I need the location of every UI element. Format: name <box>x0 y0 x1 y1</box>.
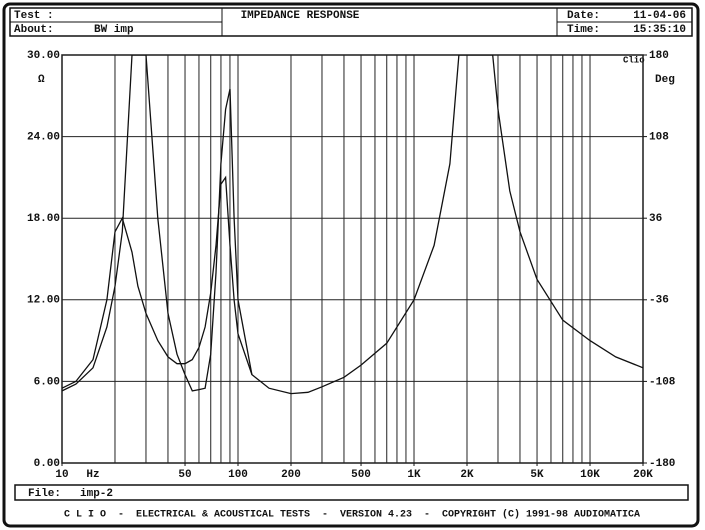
about: BW imp <box>94 24 134 36</box>
y-tick-label: 6.00 <box>34 376 60 388</box>
y-tick-label: 0.00 <box>34 458 60 470</box>
file-label: File: <box>28 488 61 500</box>
y-tick-label: 18.00 <box>27 213 60 225</box>
title: IMPEDANCE RESPONSE <box>241 10 360 22</box>
y-tick-label: 24.00 <box>27 132 60 144</box>
test-label: Test : <box>14 10 54 22</box>
y2-tick-label: -108 <box>649 376 676 388</box>
curve <box>62 55 643 395</box>
x-tick-label: 100 <box>228 469 248 481</box>
y-tick-label: 30.00 <box>27 50 60 62</box>
y2-tick-label: 180 <box>649 50 669 62</box>
x-unit: Hz <box>86 469 99 481</box>
y2-tick-label: 108 <box>649 132 669 144</box>
x-tick-label: 10K <box>580 469 600 481</box>
x-tick-label: 500 <box>351 469 371 481</box>
file: imp-2 <box>80 488 113 500</box>
date: 11-04-06 <box>633 10 686 22</box>
date-label: Date: <box>567 10 600 22</box>
y2-tick-label: 36 <box>649 213 662 225</box>
x-tick-label: 50 <box>178 469 191 481</box>
curves <box>62 55 643 395</box>
x-tick-label: 5K <box>530 469 544 481</box>
y-tick-label: 12.00 <box>27 295 60 307</box>
grid <box>61 54 644 464</box>
file-box <box>14 484 689 501</box>
x-tick-label: 200 <box>281 469 301 481</box>
y2-tick-label: -180 <box>649 458 675 470</box>
logo: Clio <box>623 55 645 65</box>
time-label: Time: <box>567 24 600 36</box>
y2-tick-label: -36 <box>649 295 669 307</box>
x-tick-label: 1K <box>407 469 421 481</box>
x-tick-label: 10 <box>55 469 68 481</box>
y-unit: Ω <box>38 74 45 86</box>
y2-unit: Deg <box>655 74 675 86</box>
curve <box>62 55 253 392</box>
banner: C L I O - ELECTRICAL & ACOUSTICAL TESTS … <box>64 509 640 521</box>
about-label: About: <box>14 24 54 36</box>
x-tick-label: 20K <box>633 469 653 481</box>
time: 15:35:10 <box>633 24 686 36</box>
x-tick-label: 2K <box>460 469 474 481</box>
